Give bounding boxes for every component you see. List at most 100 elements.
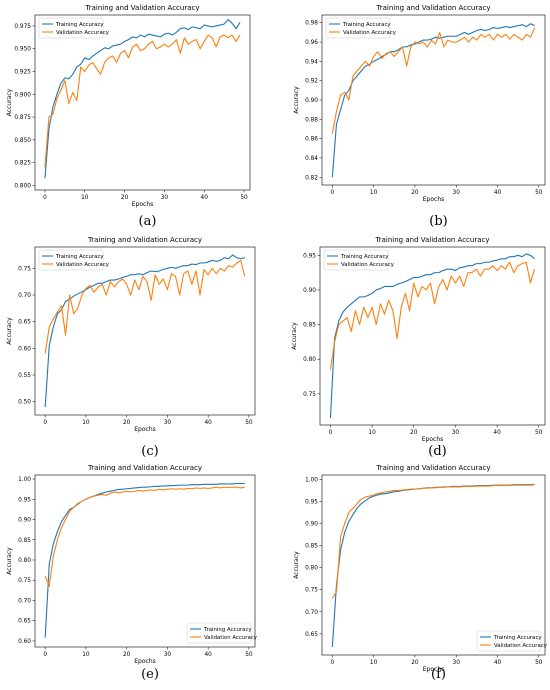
legend-label-training: Training Accuracy	[55, 22, 104, 28]
y-tick-label: 0.50	[18, 400, 31, 406]
x-tick-label: 40	[494, 660, 502, 666]
y-tick-label: 0.86	[305, 137, 318, 143]
y-tick-label: 0.65	[18, 320, 31, 326]
x-tick-label: 10	[370, 190, 378, 196]
panel-caption: (c)	[141, 444, 158, 459]
x-tick-label: 30	[161, 195, 169, 201]
x-axis-label: Epochs	[132, 201, 154, 208]
y-axis-label: Accuracy	[6, 88, 13, 116]
y-tick-label: 0.900	[14, 92, 31, 98]
axes-frame	[34, 14, 251, 191]
legend: Training Accuracy Validation Accuracy	[38, 17, 110, 39]
validation-accuracy-line	[44, 34, 241, 168]
y-tick-label: 0.85	[305, 544, 318, 550]
y-tick-label: 0.75	[305, 588, 318, 594]
y-tick-label: 0.60	[18, 639, 31, 645]
validation-accuracy-line	[329, 261, 536, 370]
x-tick-label: 10	[81, 195, 89, 201]
y-tick-label: 0.60	[18, 346, 31, 352]
legend-box	[38, 249, 104, 271]
y-tick-label: 0.825	[14, 161, 31, 167]
legend: Training Accuracy Validation Accuracy	[186, 622, 258, 644]
axes-frame	[319, 246, 546, 426]
legend-box	[476, 630, 542, 652]
y-tick-label: 0.85	[303, 323, 316, 329]
y-axis-label: Accuracy	[6, 547, 13, 575]
training-accuracy-line	[331, 483, 535, 648]
y-tick-label: 0.70	[305, 610, 318, 616]
x-tick-label: 0	[330, 660, 334, 666]
legend: Training Accuracy Validation Accuracy	[325, 17, 397, 39]
legend-box	[325, 17, 391, 39]
chart-panel: Training and Validation Accuracy 0 10 20 30 4…	[293, 464, 548, 682]
y-tick-label: 0.875	[14, 115, 31, 121]
y-tick-label: 0.65	[18, 619, 31, 625]
y-tick-label: 0.95	[18, 497, 31, 503]
x-tick-label: 30	[164, 652, 172, 658]
y-axis-label: Accuracy	[293, 86, 300, 114]
x-tick-label: 50	[240, 195, 248, 201]
training-accuracy-line	[44, 482, 245, 638]
validation-accuracy-line	[331, 27, 536, 134]
x-tick-label: 30	[452, 430, 460, 436]
y-tick-label: 0.96	[305, 40, 318, 46]
x-tick-label: 40	[493, 430, 501, 436]
x-axis-label: Epochs	[422, 436, 444, 443]
chart-panel: Training and Validation Accuracy 0 10 20 30 4…	[6, 236, 256, 459]
x-tick-label: 50	[245, 420, 253, 426]
y-tick-label: 0.55	[18, 373, 31, 379]
y-tick-label: 0.975	[14, 24, 31, 30]
x-axis-label: Epochs	[134, 658, 156, 665]
x-tick-label: 0	[329, 430, 333, 436]
chart-panel: Training and Validation Accuracy 0 10 20 30 4…	[291, 236, 546, 459]
panel-caption: (a)	[139, 214, 157, 229]
legend-label-validation: Validation Accuracy	[341, 262, 395, 268]
y-tick-label: 0.90	[305, 98, 318, 104]
x-tick-label: 0	[330, 190, 334, 196]
panel-caption: (f)	[431, 667, 446, 682]
legend-label-validation: Validation Accuracy	[56, 262, 110, 268]
chart-title: Training and Validation Accuracy	[376, 464, 491, 472]
x-tick-label: 0	[43, 195, 47, 201]
x-tick-label: 0	[43, 420, 47, 426]
training-accuracy-line	[44, 254, 245, 408]
chart-title: Training and Validation Accuracy	[375, 236, 490, 244]
x-tick-label: 0	[43, 652, 47, 658]
y-tick-label: 0.82	[305, 175, 318, 181]
training-accuracy-line	[331, 23, 535, 178]
y-tick-label: 0.70	[18, 293, 31, 299]
legend-label-validation: Validation Accuracy	[494, 643, 548, 649]
x-tick-label: 30	[164, 420, 172, 426]
legend-label-validation: Validation Accuracy	[343, 30, 397, 36]
x-tick-label: 20	[411, 190, 419, 196]
x-tick-label: 10	[370, 660, 378, 666]
x-tick-label: 20	[410, 430, 418, 436]
x-tick-label: 40	[494, 190, 502, 196]
x-tick-label: 50	[535, 190, 543, 196]
x-tick-label: 10	[82, 652, 90, 658]
x-tick-label: 50	[535, 660, 543, 666]
legend-label-training: Training Accuracy	[340, 254, 389, 260]
chart-panel: Training and Validation Accuracy 0 10 20 30 4…	[293, 4, 546, 229]
y-tick-label: 0.65	[305, 632, 318, 638]
axes-frame	[34, 474, 256, 648]
y-tick-label: 0.95	[305, 499, 318, 505]
axes-frame	[321, 474, 546, 656]
y-tick-label: 0.90	[303, 288, 316, 294]
training-accuracy-line	[44, 19, 241, 179]
y-tick-label: 0.95	[303, 253, 316, 259]
y-tick-label: 1.00	[18, 477, 31, 483]
y-tick-label: 0.88	[305, 117, 318, 123]
chart-title: Training and Validation Accuracy	[376, 4, 491, 12]
x-axis-label: Epochs	[423, 666, 445, 673]
y-axis-label: Accuracy	[6, 317, 13, 345]
x-tick-label: 20	[411, 660, 419, 666]
legend-label-validation: Validation Accuracy	[56, 30, 110, 36]
y-tick-label: 0.80	[18, 558, 31, 564]
y-tick-label: 0.92	[305, 79, 318, 85]
y-tick-label: 0.90	[305, 522, 318, 528]
y-tick-label: 0.850	[14, 138, 31, 144]
legend: Training Accuracy Validation Accuracy	[38, 249, 110, 271]
legend-box	[38, 17, 104, 39]
